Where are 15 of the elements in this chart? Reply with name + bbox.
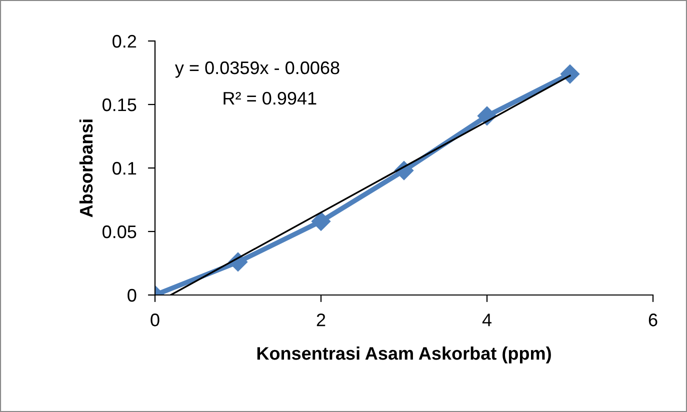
y-tick-label: 0.1 [112, 162, 136, 175]
x-tick-label: 4 [482, 314, 492, 326]
x-tick-label: 0 [150, 314, 160, 326]
x-tick-label: 6 [648, 314, 658, 326]
y-axis-title: Absorbansi [79, 120, 93, 218]
y-tick-label: 0.15 [102, 98, 136, 112]
y-tick-label: 0 [128, 288, 136, 302]
point [311, 212, 331, 231]
x-axis-title: Konsentrasi Asam Askorbat (ppm) [257, 346, 551, 364]
x-tick-label: 2 [316, 314, 326, 326]
annotation: y = 0.0359x - 0.0068 [174, 61, 340, 78]
point [560, 64, 580, 84]
annotation: R² = 0.9941 [224, 92, 316, 105]
y-tick-label: 0.05 [102, 225, 136, 238]
y-tick-label: 0.2 [112, 34, 136, 48]
